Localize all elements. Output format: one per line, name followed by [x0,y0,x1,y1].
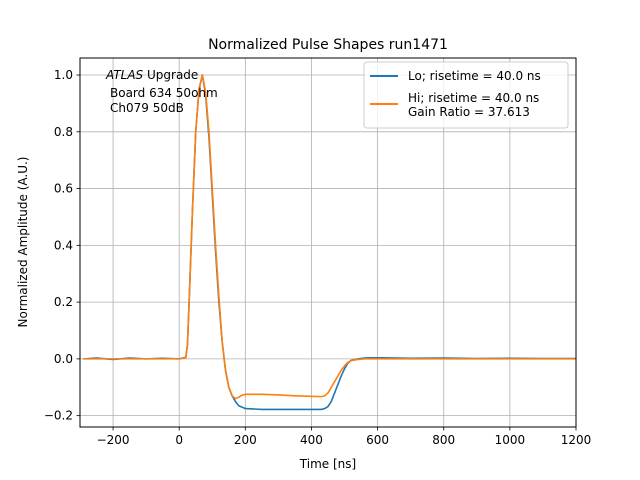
x-tick-label: 1200 [561,433,592,447]
x-tick-label: −200 [97,433,130,447]
legend-label-hi-line1: Hi; risetime = 40.0 ns [408,91,539,105]
x-tick-label: 1000 [495,433,526,447]
x-tick-label: 600 [366,433,389,447]
annotation-board: Board 634 50ohm [110,86,218,100]
y-tick-label: 1.0 [54,68,73,82]
legend: Lo; risetime = 40.0 ns Hi; risetime = 40… [363,61,569,129]
axis-ticks: −200 0 200 400 600 800 1000 1200 −0.2 0.0 0.2 0.4 0.… [44,68,591,447]
annotation-atlas: ATLAS [105,68,144,82]
annotation-upgrade: Upgrade [143,68,198,82]
x-tick-label: 0 [175,433,183,447]
y-tick-label: 0.4 [54,238,73,252]
y-tick-label: 0.8 [54,125,73,139]
legend-box [363,61,569,129]
y-tick-label: 0.2 [54,295,73,309]
x-axis-label: Time [ns] [299,457,356,471]
legend-label-lo: Lo; risetime = 40.0 ns [408,69,541,83]
atlas-annotation: ATLAS Upgrade Board 634 50ohm Ch079 50dB [105,68,218,115]
annotation-channel: Ch079 50dB [110,101,184,115]
series-line-hi [83,74,576,400]
y-tick-label: 0.0 [54,352,73,366]
x-tick-label: 400 [300,433,323,447]
svg-text:ATLAS Upgrade: ATLAS Upgrade [105,68,198,82]
chart-title: Normalized Pulse Shapes run1471 [208,37,448,53]
y-tick-label: 0.6 [54,182,73,196]
legend-label-hi: Hi; risetime = 40.0 ns Gain Ratio = 37.6… [408,91,543,119]
plot-frame [79,57,577,428]
series-lines [83,74,576,411]
y-tick-label: −0.2 [44,409,73,423]
legend-label-hi-line2: Gain Ratio = 37.613 [408,105,530,119]
y-axis-label: Normalized Amplitude (A.U.) [16,157,30,328]
x-tick-label: 800 [432,433,455,447]
x-tick-label: 200 [234,433,257,447]
